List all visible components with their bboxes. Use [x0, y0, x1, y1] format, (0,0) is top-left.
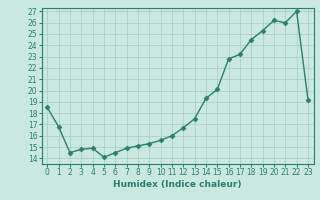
X-axis label: Humidex (Indice chaleur): Humidex (Indice chaleur)	[113, 180, 242, 189]
